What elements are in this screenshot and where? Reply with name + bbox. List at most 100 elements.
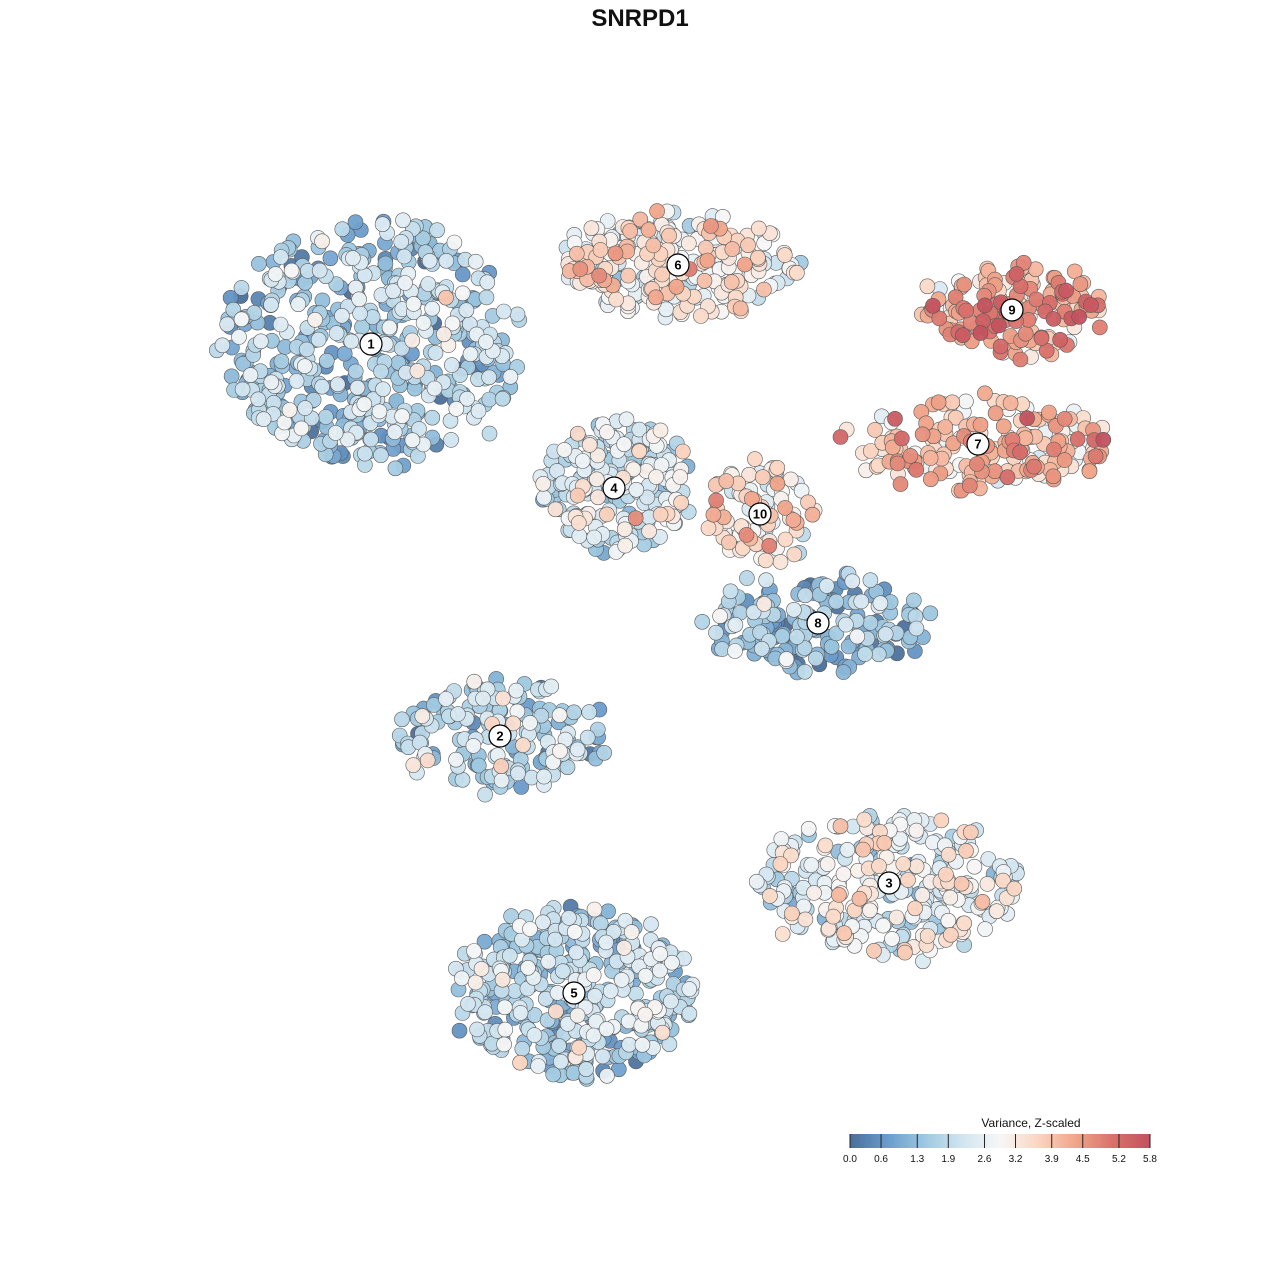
data-point — [956, 915, 973, 932]
data-point — [599, 424, 615, 440]
data-point — [307, 311, 323, 328]
data-point — [674, 443, 691, 460]
data-point — [394, 711, 410, 728]
data-point — [263, 296, 279, 313]
data-point — [460, 996, 476, 1012]
data-point — [569, 741, 586, 758]
data-point — [857, 646, 873, 662]
cluster-label-text: 10 — [753, 507, 767, 522]
data-point — [1006, 880, 1023, 897]
data-point — [520, 959, 536, 976]
data-point — [823, 638, 840, 655]
data-point — [547, 931, 563, 948]
data-point — [694, 613, 711, 630]
data-point — [908, 858, 925, 875]
legend-tick-label: 5.8 — [1143, 1154, 1157, 1165]
data-point — [251, 255, 267, 272]
data-point — [956, 276, 973, 293]
cluster-label-circle — [877, 871, 901, 895]
data-point — [334, 307, 350, 324]
data-point — [281, 402, 298, 418]
data-point — [314, 378, 330, 395]
data-point — [443, 432, 459, 448]
data-point — [586, 529, 603, 546]
data-point — [643, 916, 659, 933]
data-point — [902, 448, 919, 464]
data-point — [652, 946, 669, 962]
data-point — [849, 628, 866, 645]
data-point — [738, 527, 755, 543]
data-point — [356, 396, 373, 413]
data-point — [652, 422, 669, 439]
data-point — [296, 358, 313, 375]
data-point — [757, 552, 774, 569]
data-point — [905, 592, 922, 609]
data-point — [322, 250, 339, 267]
data-point — [263, 374, 280, 391]
data-point — [569, 1007, 586, 1024]
data-point — [776, 247, 793, 263]
data-point — [853, 593, 870, 610]
data-point — [1017, 325, 1034, 342]
cluster-label-circle — [562, 981, 586, 1005]
data-point — [777, 500, 793, 516]
data-point — [1045, 311, 1062, 327]
data-point — [493, 758, 510, 775]
data-point — [908, 462, 925, 478]
data-point — [664, 954, 680, 971]
data-point — [772, 554, 789, 570]
data-point — [930, 394, 947, 411]
data-point — [219, 316, 235, 333]
data-point — [947, 289, 964, 306]
data-point — [535, 475, 552, 492]
data-point — [475, 690, 491, 707]
data-point — [453, 970, 470, 987]
legend: Variance, Z-scaled 0.0 0.6 1.3 1.9 2.6 3.2 3.9… — [843, 1116, 1157, 1165]
data-point — [551, 1038, 567, 1054]
legend-tick-label: 2.6 — [978, 1154, 992, 1165]
data-point — [727, 643, 743, 659]
data-point — [961, 477, 978, 494]
data-point — [1019, 410, 1035, 427]
data-point — [977, 297, 993, 314]
data-point — [427, 345, 444, 361]
legend-ticks: 0.0 0.6 1.3 1.9 2.6 3.2 3.9 4.5 5.2 5.8 — [843, 1134, 1157, 1165]
legend-tick-label: 5.2 — [1112, 1154, 1126, 1165]
data-point — [599, 506, 615, 523]
data-point — [933, 812, 950, 829]
data-point — [693, 308, 709, 324]
data-point — [654, 1024, 671, 1041]
data-point — [494, 971, 511, 988]
data-point — [840, 638, 857, 655]
data-point — [591, 267, 608, 284]
data-point — [862, 443, 879, 459]
data-point — [357, 445, 373, 462]
data-point — [988, 903, 1005, 920]
data-point — [718, 473, 735, 489]
data-point — [871, 858, 887, 874]
data-point — [404, 332, 421, 349]
data-point — [592, 242, 609, 258]
data-point — [832, 818, 849, 835]
data-point — [652, 506, 669, 523]
data-point — [512, 1054, 528, 1071]
data-point — [639, 489, 656, 506]
data-point — [314, 233, 330, 250]
data-point — [625, 461, 642, 478]
data-point — [602, 983, 619, 999]
data-point — [944, 394, 961, 411]
data-point — [505, 715, 522, 732]
data-point — [572, 261, 589, 277]
cluster-label-1: 1 — [359, 332, 383, 356]
data-point — [508, 682, 525, 699]
data-point — [908, 822, 925, 839]
data-point — [481, 425, 498, 442]
data-point — [819, 856, 836, 872]
data-point — [293, 420, 310, 437]
data-point — [623, 924, 640, 940]
data-point — [884, 931, 900, 947]
cluster-label-circle — [748, 502, 772, 526]
data-point — [273, 249, 289, 265]
cluster-label-circle — [1000, 298, 1024, 322]
data-point — [828, 593, 845, 610]
